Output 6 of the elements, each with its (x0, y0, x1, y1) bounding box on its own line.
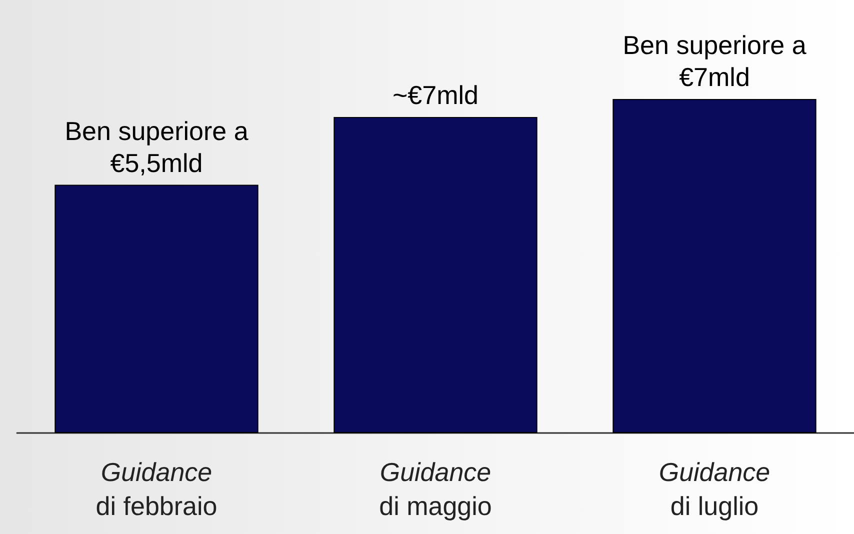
data-label: ~€7mld (392, 80, 478, 110)
x-tick-label: Guidance di maggio (379, 457, 492, 521)
x-tick-label: Guidance di luglio (658, 457, 770, 521)
data-label: Ben superiore a €5,5mld (64, 116, 249, 178)
data-label: Ben superiore a €7mld (622, 30, 807, 92)
x-tick-label: Guidance di febbraio (96, 457, 218, 521)
